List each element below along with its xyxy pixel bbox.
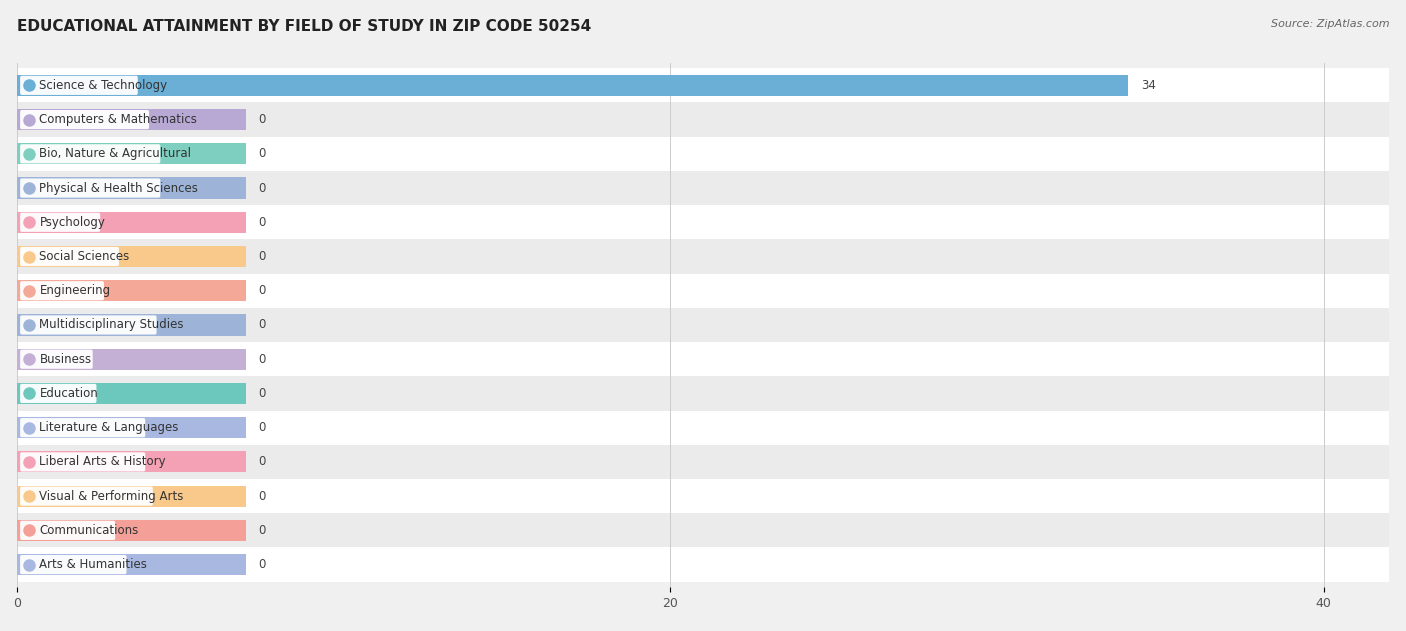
FancyBboxPatch shape xyxy=(20,179,160,198)
Bar xyxy=(17,383,246,404)
Text: Psychology: Psychology xyxy=(39,216,105,229)
Text: Physical & Health Sciences: Physical & Health Sciences xyxy=(39,182,198,194)
Text: 0: 0 xyxy=(259,490,266,503)
Text: Source: ZipAtlas.com: Source: ZipAtlas.com xyxy=(1271,19,1389,29)
Bar xyxy=(17,520,246,541)
Bar xyxy=(17,376,1389,411)
Bar xyxy=(17,451,246,473)
Bar xyxy=(17,417,246,439)
Text: Arts & Humanities: Arts & Humanities xyxy=(39,558,148,571)
Text: Multidisciplinary Studies: Multidisciplinary Studies xyxy=(39,319,184,331)
Bar xyxy=(17,485,246,507)
Bar xyxy=(17,68,1389,102)
Bar xyxy=(17,246,246,267)
Text: Visual & Performing Arts: Visual & Performing Arts xyxy=(39,490,184,503)
Text: 0: 0 xyxy=(259,421,266,434)
Bar xyxy=(17,205,1389,239)
Bar xyxy=(17,137,1389,171)
Text: 34: 34 xyxy=(1140,79,1156,92)
Text: Education: Education xyxy=(39,387,98,400)
Text: Bio, Nature & Agricultural: Bio, Nature & Agricultural xyxy=(39,147,191,160)
FancyBboxPatch shape xyxy=(20,384,97,403)
FancyBboxPatch shape xyxy=(20,316,156,334)
FancyBboxPatch shape xyxy=(20,76,138,95)
Text: Communications: Communications xyxy=(39,524,139,537)
Text: Science & Technology: Science & Technology xyxy=(39,79,167,92)
FancyBboxPatch shape xyxy=(20,281,104,300)
FancyBboxPatch shape xyxy=(20,521,115,540)
Text: Business: Business xyxy=(39,353,91,366)
Text: 0: 0 xyxy=(259,113,266,126)
Text: Literature & Languages: Literature & Languages xyxy=(39,421,179,434)
Text: 0: 0 xyxy=(259,250,266,263)
Text: 0: 0 xyxy=(259,319,266,331)
Text: 0: 0 xyxy=(259,284,266,297)
FancyBboxPatch shape xyxy=(20,350,93,369)
Text: 0: 0 xyxy=(259,182,266,194)
Text: 0: 0 xyxy=(259,147,266,160)
Bar xyxy=(17,554,246,575)
Bar xyxy=(17,411,1389,445)
Bar xyxy=(17,513,1389,548)
Bar xyxy=(17,239,1389,274)
Bar xyxy=(17,348,246,370)
FancyBboxPatch shape xyxy=(20,213,100,232)
Text: EDUCATIONAL ATTAINMENT BY FIELD OF STUDY IN ZIP CODE 50254: EDUCATIONAL ATTAINMENT BY FIELD OF STUDY… xyxy=(17,19,591,34)
Text: 0: 0 xyxy=(259,524,266,537)
FancyBboxPatch shape xyxy=(20,110,149,129)
Bar xyxy=(17,280,246,302)
FancyBboxPatch shape xyxy=(20,555,127,574)
Text: Social Sciences: Social Sciences xyxy=(39,250,129,263)
Text: 0: 0 xyxy=(259,456,266,468)
Bar xyxy=(17,211,246,233)
Text: Engineering: Engineering xyxy=(39,284,111,297)
Bar xyxy=(17,177,246,199)
FancyBboxPatch shape xyxy=(20,247,120,266)
Bar xyxy=(17,274,1389,308)
Text: Liberal Arts & History: Liberal Arts & History xyxy=(39,456,166,468)
Text: 0: 0 xyxy=(259,387,266,400)
Bar xyxy=(17,171,1389,205)
Bar xyxy=(17,308,1389,342)
Text: 0: 0 xyxy=(259,558,266,571)
FancyBboxPatch shape xyxy=(20,418,145,437)
Bar xyxy=(17,109,246,130)
Text: 0: 0 xyxy=(259,353,266,366)
Bar xyxy=(17,102,1389,137)
Bar xyxy=(17,74,1128,96)
FancyBboxPatch shape xyxy=(20,487,153,505)
Bar xyxy=(17,143,246,165)
Bar xyxy=(17,548,1389,582)
Bar xyxy=(17,314,246,336)
FancyBboxPatch shape xyxy=(20,452,145,471)
Bar xyxy=(17,479,1389,513)
Text: Computers & Mathematics: Computers & Mathematics xyxy=(39,113,197,126)
Bar xyxy=(17,445,1389,479)
Text: 0: 0 xyxy=(259,216,266,229)
Bar xyxy=(17,342,1389,376)
FancyBboxPatch shape xyxy=(20,144,160,163)
